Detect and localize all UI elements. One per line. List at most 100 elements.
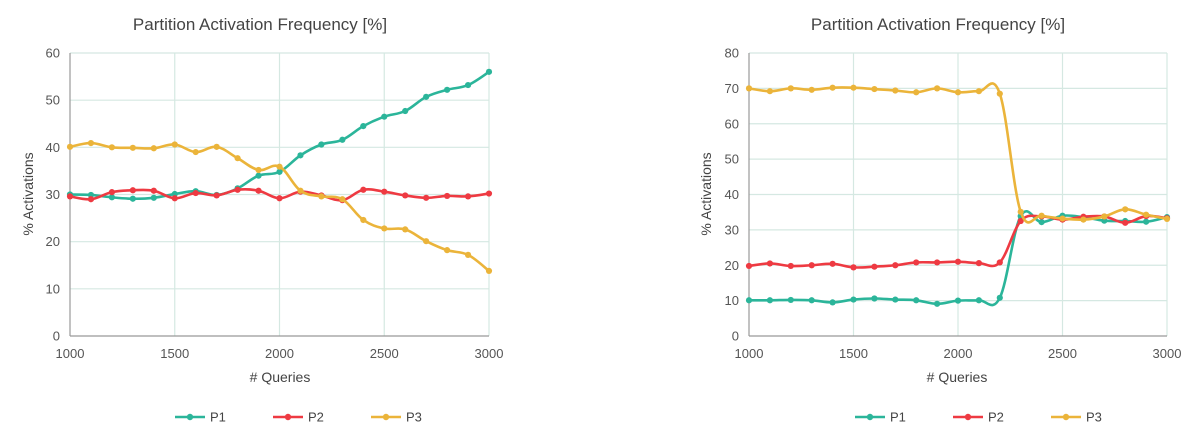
data-point-p1	[423, 93, 430, 100]
data-point-p3	[892, 87, 899, 94]
plot-area: 0 10 20 30 40 50 60 1000 1500 2000 2500 3000	[46, 46, 504, 362]
data-point-p1	[444, 86, 451, 93]
x-tick-label: 1500	[839, 346, 868, 361]
data-point-p2	[954, 258, 962, 265]
data-point-p2	[1017, 217, 1024, 225]
data-point-p2	[975, 260, 983, 267]
x-tick-label: 1500	[160, 346, 189, 361]
data-point-p1	[766, 297, 774, 304]
data-point-p1	[297, 152, 304, 159]
x-tick-label: 2500	[1048, 346, 1077, 361]
data-point-p1	[339, 136, 346, 143]
y-tick-label: 40	[46, 140, 60, 155]
data-point-p2	[485, 190, 493, 197]
legend-label-p1: P1	[210, 410, 226, 425]
data-point-p1	[129, 195, 136, 202]
data-point-p3	[108, 144, 115, 151]
x-tick-label: 2500	[370, 346, 399, 361]
legend: P1 P2 P3	[175, 410, 422, 425]
data-point-p2	[171, 195, 178, 202]
data-point-p2	[934, 259, 941, 266]
x-tick-label: 2000	[944, 346, 973, 361]
data-point-p3	[850, 84, 857, 91]
data-point-p3	[255, 166, 262, 174]
legend-marker-p2	[964, 413, 972, 421]
data-point-p3	[1163, 215, 1171, 223]
data-point-p2	[213, 192, 220, 199]
data-point-p1	[150, 194, 157, 201]
data-point-p1	[381, 113, 388, 120]
y-tick-label: 20	[46, 234, 60, 249]
data-point-p3	[66, 143, 74, 150]
x-tick-label: 2000	[265, 346, 294, 361]
data-point-p3	[129, 144, 136, 151]
data-point-p1	[1143, 218, 1150, 225]
data-point-p3	[234, 155, 241, 162]
legend-marker-p1	[186, 413, 194, 421]
data-point-p1	[808, 297, 815, 304]
data-point-p2	[745, 262, 753, 270]
data-point-p2	[829, 260, 836, 267]
legend-label-p3: P3	[1086, 410, 1102, 425]
data-point-p1	[850, 296, 857, 303]
y-axis-label: % Activations	[20, 152, 36, 235]
data-point-p3	[913, 89, 920, 96]
legend-label-p1: P1	[890, 410, 906, 425]
data-point-p3	[745, 85, 753, 92]
y-axis-label: % Activations	[698, 152, 714, 235]
data-point-p2	[808, 262, 815, 269]
data-point-p3	[485, 267, 493, 275]
y-tick-label: 50	[725, 152, 739, 167]
plot-area: 0 10 20 30 40 50 60 70 80 1000 1500 2000 2500 3000	[725, 46, 1182, 362]
data-point-p2	[871, 263, 878, 270]
data-point-p3	[444, 247, 451, 254]
data-point-p2	[360, 186, 367, 193]
y-tick-label: 60	[725, 116, 739, 131]
data-point-p1	[318, 141, 325, 148]
data-point-p2	[1122, 219, 1129, 226]
data-point-p1	[402, 107, 409, 115]
data-point-p2	[850, 264, 857, 271]
data-point-p1	[975, 297, 983, 304]
x-axis-label: # Queries	[927, 369, 988, 385]
data-point-p3	[423, 238, 430, 245]
x-tick-label: 1000	[735, 346, 764, 361]
data-point-p2	[234, 186, 241, 193]
data-point-p1	[108, 194, 115, 201]
data-point-p1	[485, 68, 493, 75]
x-tick-label: 1000	[56, 346, 85, 361]
y-tick-label: 30	[725, 222, 739, 237]
data-point-p2	[255, 187, 262, 194]
y-tick-label: 70	[725, 81, 739, 96]
data-point-p1	[464, 81, 472, 89]
legend-marker-p1	[866, 413, 874, 421]
data-point-p1	[360, 123, 367, 130]
y-tick-label: 0	[53, 329, 60, 344]
y-tick-label: 0	[732, 329, 739, 344]
y-tick-label: 50	[46, 93, 60, 108]
data-point-p2	[423, 194, 430, 201]
chart-title: Partition Activation Frequency [%]	[133, 15, 387, 34]
data-point-p2	[996, 259, 1003, 266]
data-point-p1	[996, 294, 1003, 301]
data-point-p3	[871, 85, 878, 93]
data-point-p3	[1017, 208, 1024, 215]
data-point-p3	[339, 196, 346, 203]
legend-label-p3: P3	[406, 410, 422, 425]
data-point-p1	[913, 297, 920, 304]
chart-right: Partition Activation Frequency [%] # Que…	[698, 15, 1181, 425]
data-point-p3	[276, 163, 283, 170]
legend-marker-p3	[382, 413, 390, 421]
data-point-p2	[150, 187, 157, 194]
legend-label-p2: P2	[308, 410, 324, 425]
data-point-p3	[1059, 215, 1066, 222]
chart-left: Partition Activation Frequency [%] # Que…	[20, 15, 503, 425]
legend: P1 P2 P3	[855, 410, 1102, 425]
data-point-p1	[1038, 218, 1045, 226]
data-point-p1	[1101, 217, 1108, 224]
data-point-p3	[787, 85, 794, 92]
data-point-p2	[892, 262, 899, 269]
data-point-p1	[787, 296, 794, 304]
data-point-p1	[934, 300, 941, 307]
data-point-p2	[444, 192, 451, 200]
